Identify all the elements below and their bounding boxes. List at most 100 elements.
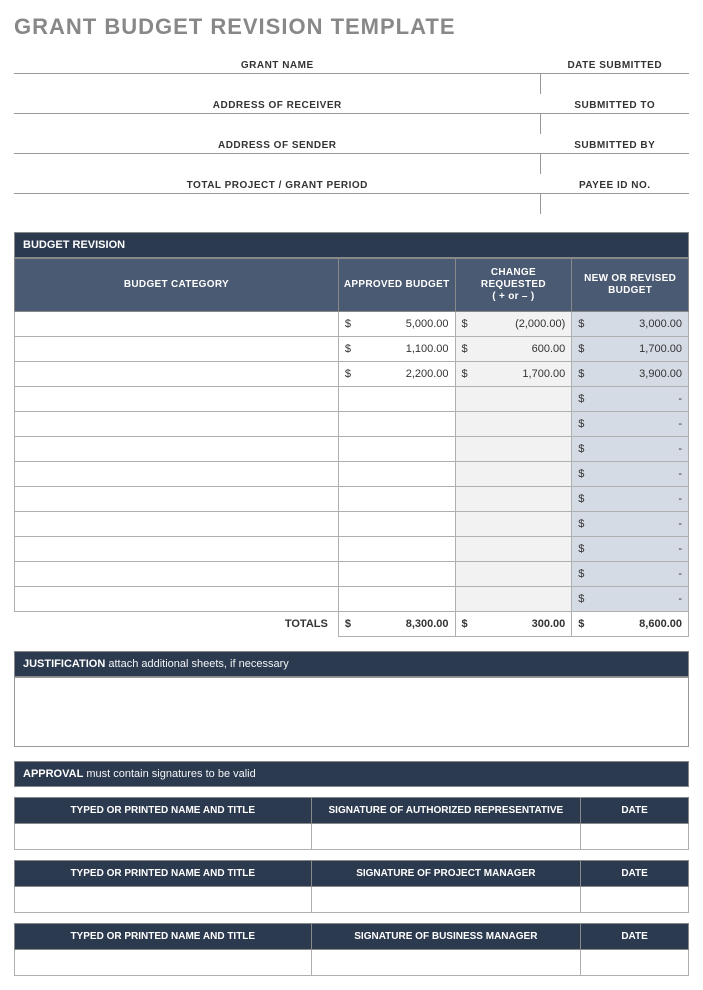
approval-bar: APPROVAL must contain signatures to be v…: [14, 761, 689, 787]
totals-label: TOTALS: [15, 612, 339, 637]
money-cell: [339, 537, 455, 561]
budget-table: BUDGET CATEGORY APPROVED BUDGET CHANGE R…: [14, 258, 689, 637]
justification-note: attach additional sheets, if necessary: [105, 658, 288, 670]
cell-category[interactable]: [15, 437, 339, 462]
money-cell: [339, 462, 455, 486]
money-cell: [456, 387, 572, 411]
signature-block: TYPED OR PRINTED NAME AND TITLESIGNATURE…: [14, 860, 689, 913]
col-approved: APPROVED BUDGET: [338, 259, 455, 312]
info-value-right[interactable]: [541, 194, 690, 214]
info-value-left[interactable]: [14, 154, 541, 174]
money-cell: $-: [572, 512, 688, 536]
cell-category[interactable]: [15, 562, 339, 587]
cell-category[interactable]: [15, 587, 339, 612]
sig-signature-field[interactable]: [311, 887, 581, 913]
cell-category[interactable]: [15, 512, 339, 537]
info-value-right[interactable]: [541, 154, 690, 174]
money-cell: $2,200.00: [339, 362, 455, 386]
money-cell: [456, 462, 572, 486]
table-row: $1,100.00$600.00$1,700.00: [15, 337, 689, 362]
cell-category[interactable]: [15, 487, 339, 512]
info-label-right: SUBMITTED TO: [541, 94, 690, 114]
justification-bar: JUSTIFICATION attach additional sheets, …: [14, 651, 689, 677]
money-cell: [456, 512, 572, 536]
info-label-right: DATE SUBMITTED: [541, 54, 690, 74]
money-cell: [339, 562, 455, 586]
cell-category[interactable]: [15, 312, 339, 337]
approval-note: must contain signatures to be valid: [83, 768, 255, 780]
cell-category[interactable]: [15, 362, 339, 387]
sig-name-field[interactable]: [15, 950, 312, 976]
budget-section-label: BUDGET REVISION: [23, 239, 125, 251]
money-cell: $-: [572, 562, 688, 586]
money-cell: [456, 587, 572, 611]
table-row: $-: [15, 512, 689, 537]
money-cell: $8,300.00: [339, 612, 455, 636]
money-cell: $300.00: [456, 612, 572, 636]
money-cell: $5,000.00: [339, 312, 455, 336]
cell-category[interactable]: [15, 412, 339, 437]
table-row: $-: [15, 462, 689, 487]
col-change: CHANGE REQUESTED( + or – ): [455, 259, 572, 312]
totals-row: TOTALS$8,300.00$300.00$8,600.00: [15, 612, 689, 637]
sig-col-signature: SIGNATURE OF AUTHORIZED REPRESENTATIVE: [311, 798, 581, 824]
sig-col-signature: SIGNATURE OF PROJECT MANAGER: [311, 861, 581, 887]
sig-col-date: DATE: [581, 861, 689, 887]
table-row: $-: [15, 562, 689, 587]
money-cell: [339, 587, 455, 611]
money-cell: $3,900.00: [572, 362, 688, 386]
sig-col-date: DATE: [581, 798, 689, 824]
sig-signature-field[interactable]: [311, 950, 581, 976]
page-title: GRANT BUDGET REVISION TEMPLATE: [14, 14, 689, 40]
money-cell: $8,600.00: [572, 612, 688, 636]
table-row: $5,000.00$(2,000.00)$3,000.00: [15, 312, 689, 337]
table-row: $-: [15, 587, 689, 612]
money-cell: $-: [572, 537, 688, 561]
cell-category[interactable]: [15, 387, 339, 412]
cell-category[interactable]: [15, 337, 339, 362]
info-label-right: SUBMITTED BY: [541, 134, 690, 154]
col-category: BUDGET CATEGORY: [15, 259, 339, 312]
sig-name-field[interactable]: [15, 887, 312, 913]
money-cell: [339, 412, 455, 436]
info-value-right[interactable]: [541, 74, 690, 94]
info-label-left: ADDRESS OF SENDER: [14, 134, 541, 154]
col-revised: NEW OR REVISEDBUDGET: [572, 259, 689, 312]
money-cell: $-: [572, 387, 688, 411]
table-row: $-: [15, 412, 689, 437]
sig-col-name: TYPED OR PRINTED NAME AND TITLE: [15, 798, 312, 824]
money-cell: $-: [572, 437, 688, 461]
sig-date-field[interactable]: [581, 887, 689, 913]
money-cell: [456, 562, 572, 586]
sig-date-field[interactable]: [581, 950, 689, 976]
money-cell: [456, 537, 572, 561]
info-value-left[interactable]: [14, 194, 541, 214]
money-cell: $-: [572, 462, 688, 486]
signature-block: TYPED OR PRINTED NAME AND TITLESIGNATURE…: [14, 797, 689, 850]
money-cell: $-: [572, 587, 688, 611]
table-row: $-: [15, 387, 689, 412]
money-cell: $1,700.00: [572, 337, 688, 361]
sig-signature-field[interactable]: [311, 824, 581, 850]
sig-col-date: DATE: [581, 924, 689, 950]
money-cell: [339, 512, 455, 536]
cell-category[interactable]: [15, 537, 339, 562]
info-value-left[interactable]: [14, 114, 541, 134]
info-label-left: GRANT NAME: [14, 54, 541, 74]
money-cell: $(2,000.00): [456, 312, 572, 336]
money-cell: $1,700.00: [456, 362, 572, 386]
money-cell: $600.00: [456, 337, 572, 361]
money-cell: $-: [572, 412, 688, 436]
money-cell: $-: [572, 487, 688, 511]
signature-block: TYPED OR PRINTED NAME AND TITLESIGNATURE…: [14, 923, 689, 976]
info-grid: GRANT NAMEDATE SUBMITTEDADDRESS OF RECEI…: [14, 54, 689, 214]
justification-label: JUSTIFICATION: [23, 658, 105, 670]
money-cell: $1,100.00: [339, 337, 455, 361]
info-value-right[interactable]: [541, 114, 690, 134]
sig-date-field[interactable]: [581, 824, 689, 850]
sig-name-field[interactable]: [15, 824, 312, 850]
info-value-left[interactable]: [14, 74, 541, 94]
cell-category[interactable]: [15, 462, 339, 487]
justification-box[interactable]: [14, 677, 689, 747]
sig-col-name: TYPED OR PRINTED NAME AND TITLE: [15, 924, 312, 950]
